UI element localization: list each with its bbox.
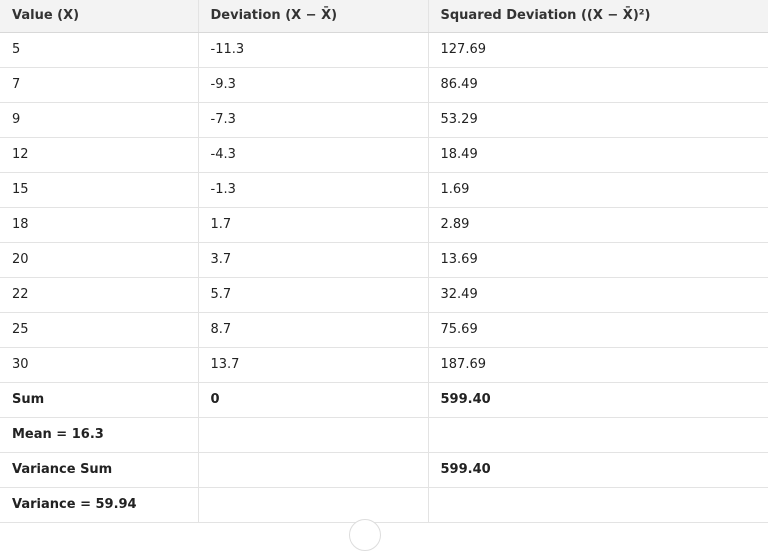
table-cell: -1.3 (198, 172, 429, 208)
table-cell: 9 (0, 102, 199, 138)
table-row: 7 -9.3 86.49 (0, 67, 768, 103)
table-cell: 1.7 (198, 207, 429, 243)
table-cell: 2.89 (428, 207, 768, 243)
table-cell: -7.3 (198, 102, 429, 138)
table-cell: 18.49 (428, 137, 768, 173)
table-row: 30 13.7 187.69 (0, 347, 768, 383)
data-table: Value (X) Deviation (X − X̄) Squared Dev… (0, 0, 768, 523)
table-cell: 0 (198, 382, 429, 418)
table-cell: 8.7 (198, 312, 429, 348)
table-row: 5 -11.3 127.69 (0, 32, 768, 68)
table-cell: 20 (0, 242, 199, 278)
table-row: 18 1.7 2.89 (0, 207, 768, 243)
table-cell (198, 417, 429, 453)
table-cell: -11.3 (198, 32, 429, 68)
table-row: 20 3.7 13.69 (0, 242, 768, 278)
table-row: 9 -7.3 53.29 (0, 102, 768, 138)
table-row: 15 -1.3 1.69 (0, 172, 768, 208)
header-cell: Deviation (X − X̄) (198, 0, 429, 33)
table-cell: 599.40 (428, 382, 768, 418)
table-row: Sum 0 599.40 (0, 382, 768, 418)
table-body: 5 -11.3 127.69 7 -9.3 86.49 9 -7.3 53.29 12 -4.3 18… (0, 32, 768, 523)
table-cell: Mean = 16.3 (0, 417, 199, 453)
table-cell: 5 (0, 32, 199, 68)
table-cell: 7 (0, 67, 199, 103)
header-cell: Value (X) (0, 0, 199, 33)
table-cell: 86.49 (428, 67, 768, 103)
table-row: 25 8.7 75.69 (0, 312, 768, 348)
table-cell: 53.29 (428, 102, 768, 138)
table-header: Value (X) Deviation (X − X̄) Squared Dev… (0, 0, 768, 33)
scroll-button[interactable] (349, 519, 381, 551)
table-cell: 15 (0, 172, 199, 208)
header-row: Value (X) Deviation (X − X̄) Squared Dev… (0, 0, 768, 33)
table-row: Variance Sum 599.40 (0, 452, 768, 488)
table-cell: 127.69 (428, 32, 768, 68)
table-cell: 22 (0, 277, 199, 313)
table-cell: 13.69 (428, 242, 768, 278)
table-cell: 18 (0, 207, 199, 243)
table-cell: 30 (0, 347, 199, 383)
table-cell: 32.49 (428, 277, 768, 313)
table-cell: 3.7 (198, 242, 429, 278)
table-cell: 5.7 (198, 277, 429, 313)
table-cell: 599.40 (428, 452, 768, 488)
table-row: 22 5.7 32.49 (0, 277, 768, 313)
table-cell: Variance = 59.94 (0, 487, 199, 523)
table-cell (428, 417, 768, 453)
table-row: Mean = 16.3 (0, 417, 768, 453)
table-cell: Sum (0, 382, 199, 418)
table-cell: -4.3 (198, 137, 429, 173)
table-cell: Variance Sum (0, 452, 199, 488)
table-cell: 13.7 (198, 347, 429, 383)
table-row: Variance = 59.94 (0, 487, 768, 523)
header-cell: Squared Deviation ((X − X̄)²) (428, 0, 768, 33)
table-row: 12 -4.3 18.49 (0, 137, 768, 173)
table-cell: -9.3 (198, 67, 429, 103)
table-cell (198, 452, 429, 488)
table-cell: 75.69 (428, 312, 768, 348)
table-cell (198, 487, 429, 523)
table-cell: 187.69 (428, 347, 768, 383)
table-cell: 25 (0, 312, 199, 348)
table-cell: 12 (0, 137, 199, 173)
table-cell: 1.69 (428, 172, 768, 208)
table-cell (428, 487, 768, 523)
